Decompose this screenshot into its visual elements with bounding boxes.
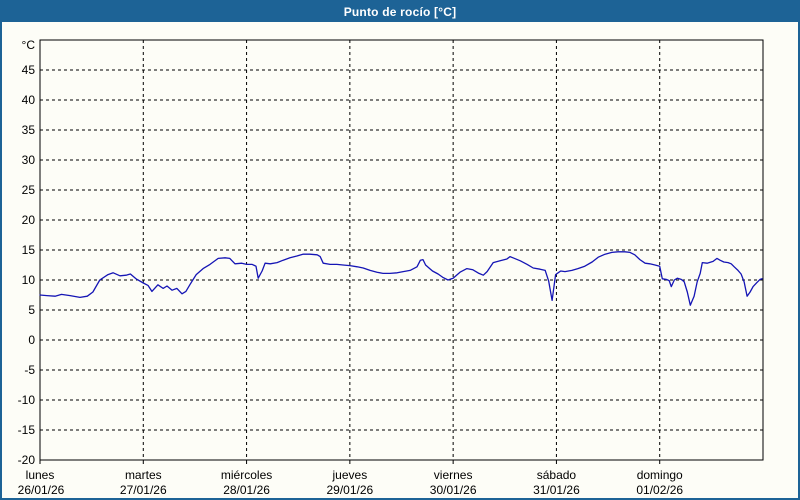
y-tick-label: 20 [22,213,36,227]
x-day-label: viernes [434,468,473,482]
x-day-label: martes [125,468,162,482]
y-tick-label: 35 [22,123,36,137]
x-date-label: 30/01/26 [430,483,477,497]
x-day-label: miércoles [221,468,272,482]
y-tick-label: 5 [28,303,35,317]
x-date-label: 01/02/26 [636,483,683,497]
x-date-label: 29/01/26 [326,483,373,497]
x-date-label: 31/01/26 [533,483,580,497]
y-tick-label: 40 [22,93,36,107]
window-titlebar: Punto de rocío [°C] [2,2,798,22]
x-day-label: domingo [637,468,683,482]
series-line [39,251,763,306]
y-tick-label: 0 [28,333,35,347]
y-tick-label: 45 [22,63,36,77]
x-date-label: 26/01/26 [18,483,65,497]
x-date-label: 28/01/26 [223,483,270,497]
y-axis-unit-label: °C [22,38,36,52]
y-tick-label: 25 [22,183,36,197]
plot-border [39,39,764,461]
y-tick-label: -15 [18,423,36,437]
y-tick-label: 10 [22,273,36,287]
y-tick-label: -10 [18,393,36,407]
y-tick-label: 15 [22,243,36,257]
window-title: Punto de rocío [°C] [343,5,457,19]
x-day-label: lunes [26,468,55,482]
y-tick-label: 30 [22,153,36,167]
x-date-label: 27/01/26 [120,483,167,497]
x-day-label: sábado [537,468,577,482]
y-tick-label: -5 [24,363,35,377]
y-tick-label: -20 [18,453,36,467]
x-day-label: jueves [332,468,368,482]
